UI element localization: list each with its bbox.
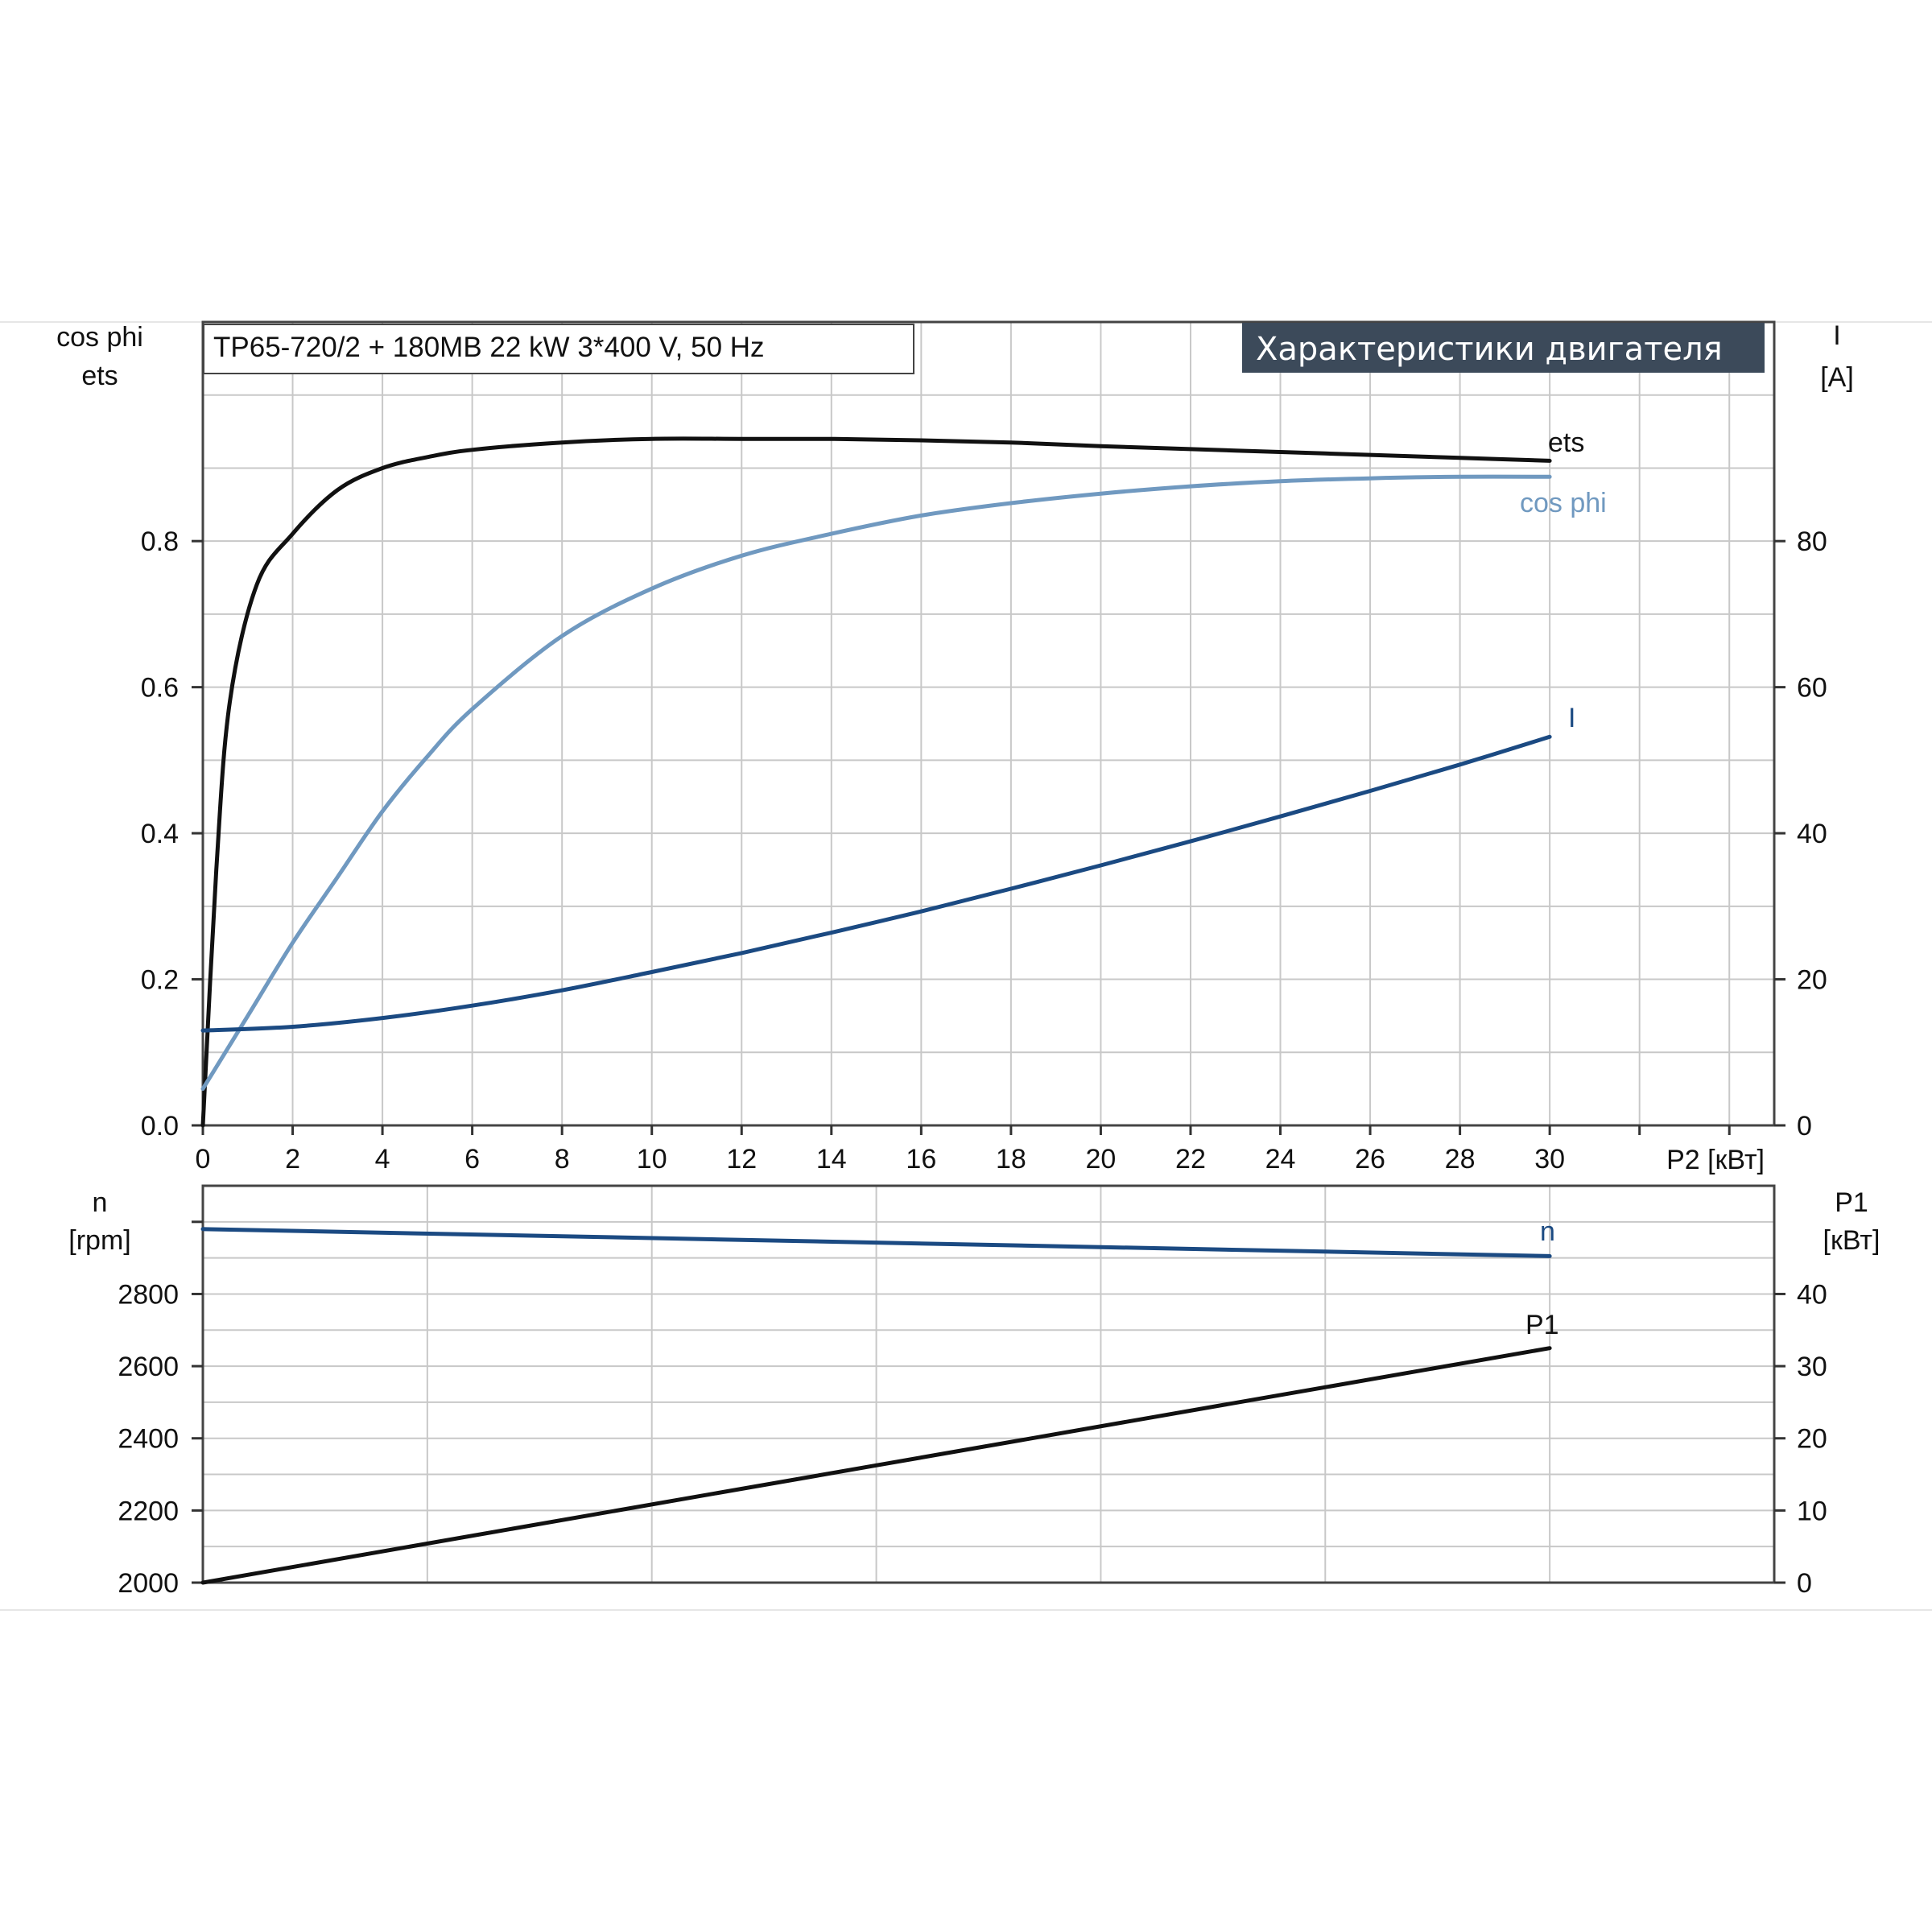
y-right-tick-label: 40 — [1797, 1279, 1827, 1310]
x-tick-label: 6 — [464, 1144, 480, 1174]
x-tick-label: 14 — [816, 1144, 847, 1174]
x-tick-label: 26 — [1355, 1144, 1385, 1174]
x-tick-label: 22 — [1175, 1144, 1206, 1174]
series-label-i: I — [1568, 703, 1575, 733]
x-tick-label: 18 — [996, 1144, 1026, 1174]
x-tick-label: 2 — [285, 1144, 300, 1174]
y-right-tick-label: 80 — [1797, 526, 1827, 557]
series-label-ets: ets — [1548, 427, 1584, 458]
y-right-tick-label: 60 — [1797, 673, 1827, 704]
top-series-group — [200, 436, 1552, 1128]
y-left-tick-label: 2400 — [118, 1424, 179, 1455]
x-tick-label: 30 — [1534, 1144, 1565, 1174]
y-left-tick-label: 0.2 — [141, 965, 179, 996]
x-tick-label: 4 — [375, 1144, 390, 1174]
chart-title: TP65-720/2 + 180MB 22 kW 3*400 V, 50 Hz — [213, 332, 765, 363]
y-left-tick-label: 2600 — [118, 1352, 179, 1382]
bottom-axis-ticks: 2000 2200 2400 2600 2800 0 10 20 30 40 — [118, 1220, 1827, 1599]
series-line-cos-phi — [200, 474, 1552, 1092]
x-tick-label: 24 — [1265, 1144, 1296, 1174]
chart-title-box — [203, 324, 914, 374]
y-right-tick-label: 0 — [1797, 1568, 1812, 1599]
y-right-tick-label: 20 — [1797, 1424, 1827, 1455]
y-left-tick-label: 2200 — [118, 1496, 179, 1526]
y-right-label-i: I — [1833, 320, 1840, 351]
series-line-p1 — [200, 1346, 1552, 1585]
x-tick-label: 16 — [906, 1144, 936, 1174]
y-left-tick-label: 0.8 — [141, 526, 179, 557]
y-left-label-n: n — [93, 1187, 108, 1218]
bottom-plot-frame — [201, 1184, 1776, 1584]
bottom-series-group — [200, 1227, 1552, 1585]
chart-badge-box — [1242, 323, 1765, 373]
series-line-i — [200, 734, 1552, 1033]
y-right-tick-label: 20 — [1797, 965, 1827, 996]
series-line-n — [200, 1227, 1552, 1258]
y-left-label-ets: ets — [81, 361, 118, 391]
series-label-n: n — [1540, 1216, 1555, 1247]
top-axis-ticks: 0 2 4 6 8 10 12 14 16 18 20 22 24 26 28 300.00.20.40.60… — [141, 526, 1827, 1174]
x-tick-label: 10 — [637, 1144, 667, 1174]
x-tick-label: 12 — [726, 1144, 757, 1174]
y-left-tick-label: 2000 — [118, 1568, 179, 1599]
x-tick-label: 28 — [1445, 1144, 1476, 1174]
chart-badge: Характеристики двигателя — [1256, 331, 1723, 368]
y-left-tick-label: 0.4 — [141, 819, 179, 849]
y-right-label-kw: [кВт] — [1823, 1225, 1880, 1256]
y-right-tick-label: 40 — [1797, 819, 1827, 849]
series-line-ets — [200, 436, 1552, 1128]
y-left-tick-label: 2800 — [118, 1279, 179, 1310]
y-left-label-rpm: [rpm] — [68, 1225, 130, 1256]
top-plot-frame — [201, 320, 1776, 1127]
x-tick-label: 8 — [555, 1144, 570, 1174]
y-left-tick-label: 0.6 — [141, 673, 179, 704]
y-left-tick-label: 0.0 — [141, 1111, 179, 1141]
y-right-tick-label: 10 — [1797, 1496, 1827, 1526]
y-right-tick-label: 0 — [1797, 1111, 1812, 1141]
y-left-label-cosphi: cos phi — [56, 322, 143, 353]
x-tick-label: 20 — [1086, 1144, 1117, 1174]
series-label-cosphi: cos phi — [1520, 488, 1607, 518]
y-right-label-unit: [A] — [1820, 362, 1854, 393]
x-tick-label: 0 — [196, 1144, 211, 1174]
top-chart-grid — [202, 322, 1774, 1125]
series-label-p1: P1 — [1525, 1310, 1559, 1340]
bottom-chart-grid — [203, 1186, 1774, 1583]
y-right-tick-label: 30 — [1797, 1352, 1827, 1382]
x-axis-label: P2 [кВт] — [1666, 1145, 1765, 1175]
y-right-label-p1: P1 — [1835, 1187, 1868, 1218]
